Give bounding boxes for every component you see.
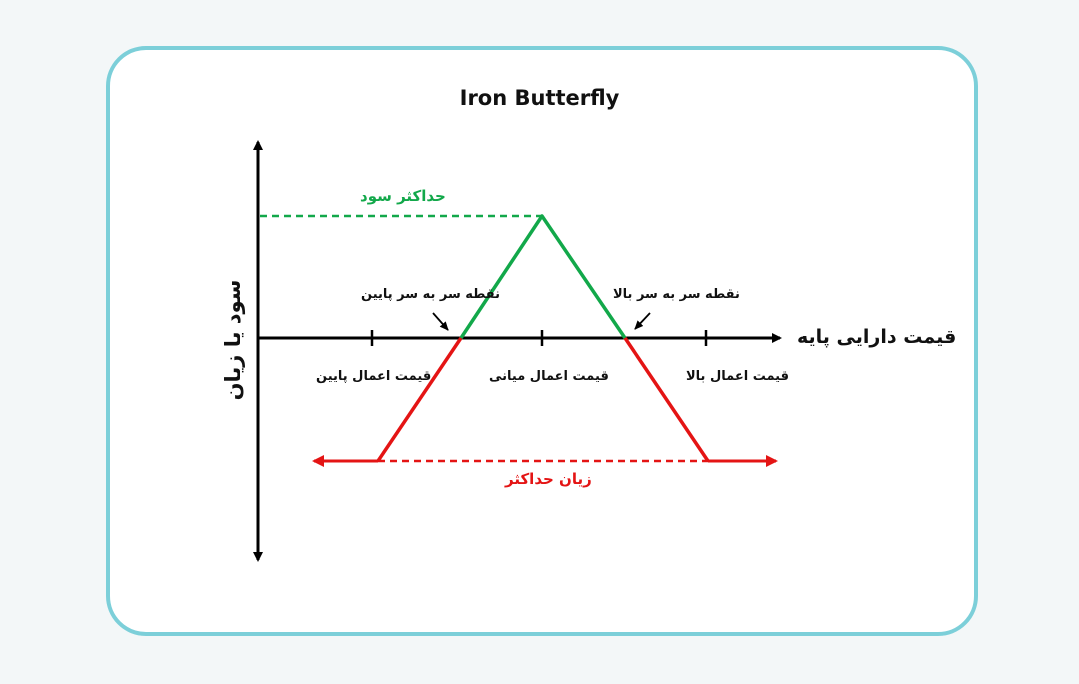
middle-strike-label: قیمت اعمال میانی <box>489 369 609 384</box>
chart-title: Iron Butterfly <box>459 86 620 110</box>
lower-breakeven-label: نقطه سر به سر پایین <box>361 287 501 302</box>
upper-breakeven-label: نقطه سر به سر بالا <box>613 287 740 302</box>
upper-breakeven-arrow <box>634 312 651 330</box>
lower-breakeven-arrow <box>432 312 449 331</box>
y-axis-label: سود یا زیان <box>221 279 245 401</box>
profit-segment <box>459 214 627 339</box>
upper-strike-label: قیمت اعمال بالا <box>686 369 790 384</box>
loss-segment-left <box>376 337 463 462</box>
loss-segment-right <box>623 337 710 462</box>
x-axis-label: قیمت دارایی پایه <box>797 326 957 348</box>
lower-strike-label: قیمت اعمال پایین <box>316 369 432 384</box>
max-profit-label: حداکثر سود <box>360 187 446 205</box>
max-loss-label: زیان حداکثر <box>505 470 592 488</box>
